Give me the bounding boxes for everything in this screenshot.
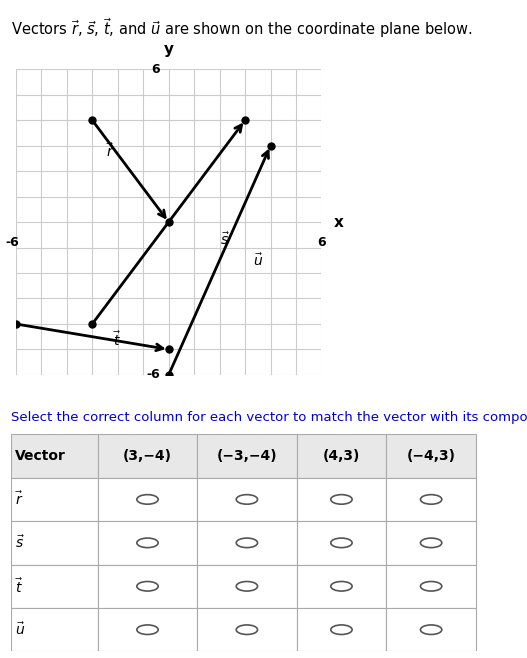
Text: $\vec{s}$: $\vec{s}$ xyxy=(15,534,25,551)
Text: (4,3): (4,3) xyxy=(323,449,360,463)
Text: (−4,3): (−4,3) xyxy=(407,449,456,463)
Text: $\vec{r}$: $\vec{r}$ xyxy=(15,491,24,508)
Text: $\vec{u}$: $\vec{u}$ xyxy=(252,252,263,268)
Bar xyxy=(297,521,386,565)
Bar xyxy=(386,478,476,521)
Bar xyxy=(98,434,197,478)
Bar xyxy=(98,478,197,521)
Bar xyxy=(197,565,297,608)
Text: $\vec{s}$: $\vec{s}$ xyxy=(220,232,230,248)
Bar xyxy=(11,434,98,478)
Text: $\vec{u}$: $\vec{u}$ xyxy=(15,621,26,638)
Text: -6: -6 xyxy=(146,368,160,382)
Bar xyxy=(98,608,197,651)
Bar xyxy=(197,434,297,478)
Text: 6: 6 xyxy=(317,236,326,249)
Bar xyxy=(386,521,476,565)
Bar xyxy=(297,478,386,521)
Text: $\vec{r}$: $\vec{r}$ xyxy=(106,142,114,160)
Bar xyxy=(297,434,386,478)
Text: -6: -6 xyxy=(5,236,19,249)
Bar xyxy=(11,521,98,565)
Bar xyxy=(386,608,476,651)
Text: (−3,−4): (−3,−4) xyxy=(217,449,277,463)
Bar xyxy=(98,521,197,565)
Text: Vectors $\vec{r}$, $\vec{s}$, $\vec{t}$, and $\vec{u}$ are shown on the coordina: Vectors $\vec{r}$, $\vec{s}$, $\vec{t}$,… xyxy=(11,16,472,40)
Bar xyxy=(11,608,98,651)
Text: y: y xyxy=(164,41,173,57)
Bar xyxy=(197,521,297,565)
Text: 6: 6 xyxy=(151,63,160,76)
Text: $\vec{t}$: $\vec{t}$ xyxy=(15,577,24,595)
Bar xyxy=(386,434,476,478)
Bar xyxy=(297,565,386,608)
Text: (3,−4): (3,−4) xyxy=(123,449,172,463)
Bar xyxy=(11,565,98,608)
Bar xyxy=(98,565,197,608)
Text: Select the correct column for each vector to match the vector with its component: Select the correct column for each vecto… xyxy=(11,411,527,424)
Text: $\vec{t}$: $\vec{t}$ xyxy=(113,330,122,349)
Bar xyxy=(197,608,297,651)
Text: x: x xyxy=(334,215,344,230)
Text: Vector: Vector xyxy=(15,449,66,463)
Bar xyxy=(11,478,98,521)
Bar xyxy=(297,608,386,651)
Bar xyxy=(386,565,476,608)
Bar xyxy=(197,478,297,521)
